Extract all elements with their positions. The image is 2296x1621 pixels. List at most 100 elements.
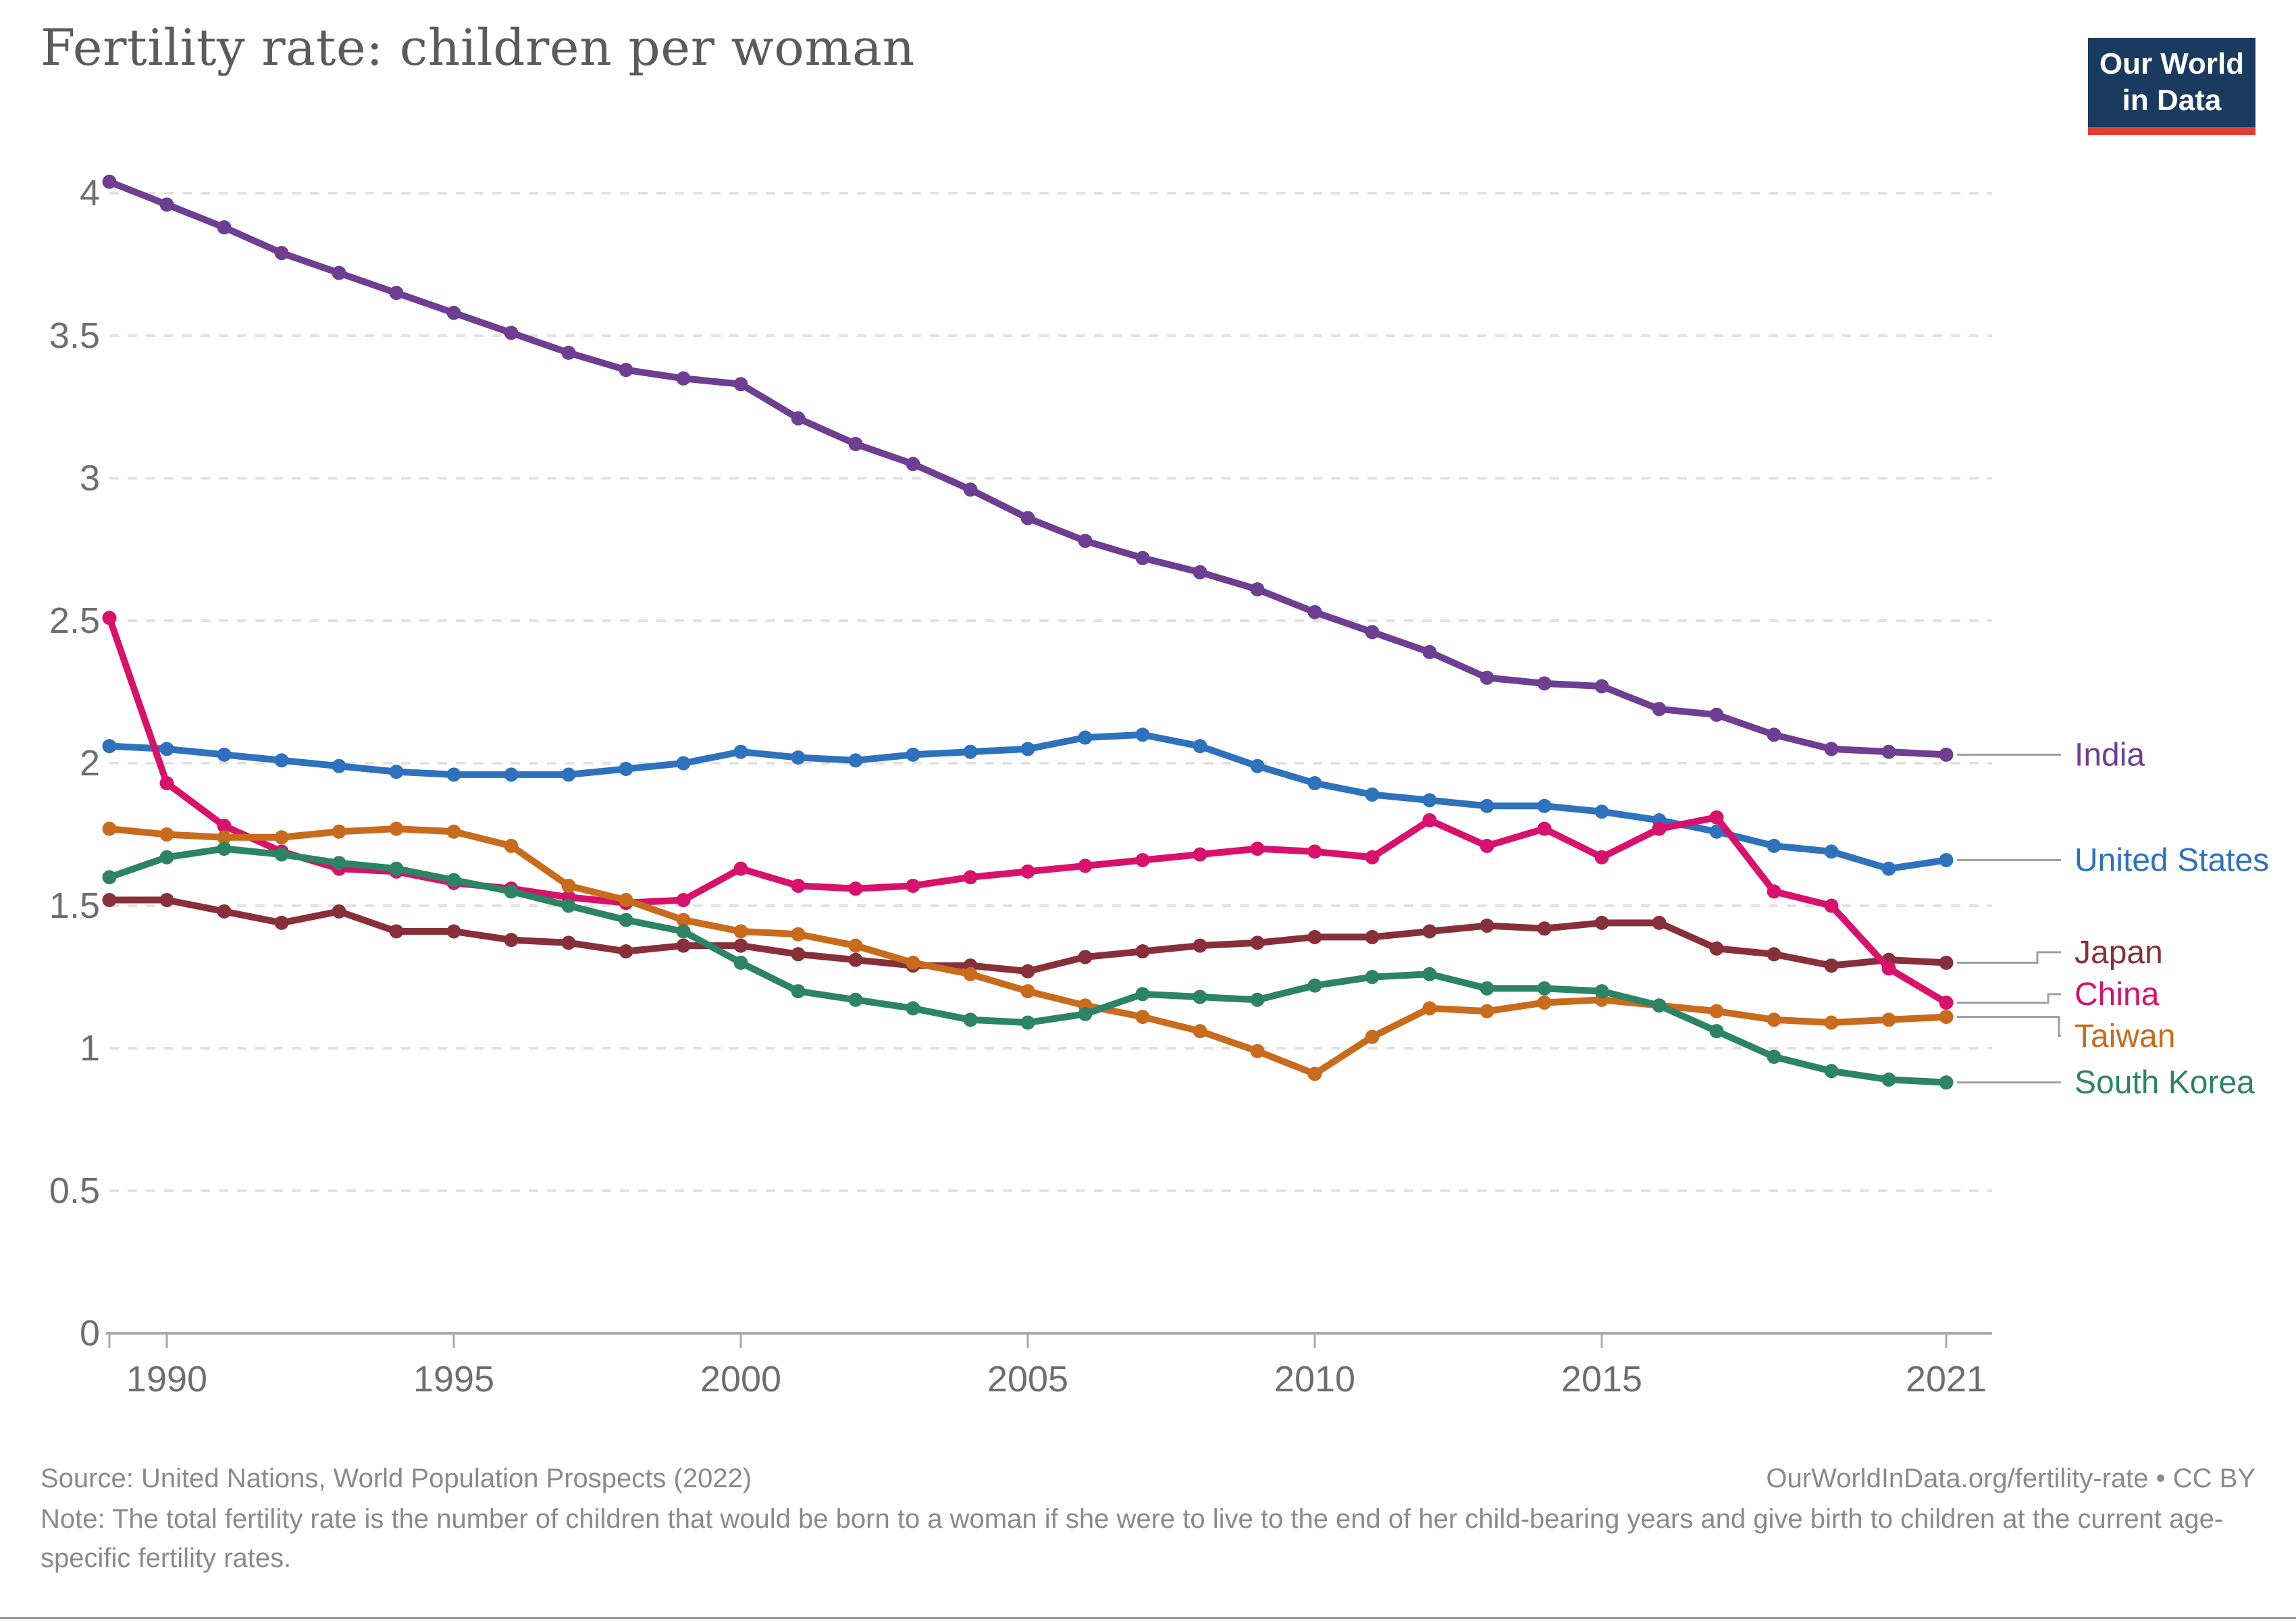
data-point-india-2021 [1939, 747, 1954, 762]
data-point-china-2021 [1939, 995, 1954, 1010]
x-tick-label-1995: 1995 [413, 1359, 494, 1399]
bottom-divider [0, 1617, 2296, 1619]
data-point-taiwan-2010 [1307, 1066, 1322, 1081]
legend-label-japan[interactable]: Japan [2075, 935, 2163, 971]
data-point-india-2004 [963, 482, 978, 497]
data-point-japan-1989 [102, 893, 117, 908]
x-tick-label-2000: 2000 [700, 1359, 781, 1399]
data-point-south-korea-2006 [1078, 1006, 1093, 1021]
data-point-taiwan-2007 [1135, 1010, 1150, 1025]
data-point-south-korea-1990 [159, 850, 174, 865]
data-point-south-korea-2003 [906, 1001, 920, 1016]
data-point-china-2018 [1767, 884, 1781, 899]
data-point-china-2008 [1193, 847, 1207, 862]
data-point-japan-2007 [1135, 944, 1150, 959]
data-point-south-korea-2021 [1939, 1075, 1954, 1090]
data-point-united-states-2005 [1020, 742, 1035, 756]
legend-label-taiwan[interactable]: Taiwan [2075, 1019, 2175, 1054]
data-point-taiwan-1990 [159, 827, 174, 842]
data-point-south-korea-1992 [274, 847, 289, 862]
data-point-japan-2010 [1307, 929, 1322, 944]
series-line-china[interactable] [106, 614, 1950, 1006]
data-point-china-2013 [1480, 838, 1494, 853]
data-point-united-states-2021 [1939, 852, 1954, 867]
legend-label-united-states[interactable]: United States [2075, 842, 2269, 878]
data-point-japan-1997 [561, 935, 576, 950]
data-point-japan-1999 [676, 938, 691, 953]
data-point-japan-2011 [1365, 929, 1380, 944]
data-point-china-2010 [1307, 844, 1322, 859]
data-point-india-2015 [1594, 679, 1609, 694]
y-tick-label-0: 0 [80, 1313, 100, 1354]
data-point-japan-2015 [1594, 915, 1609, 930]
x-tick-label-2005: 2005 [987, 1359, 1068, 1399]
data-point-japan-2008 [1193, 938, 1207, 953]
data-point-japan-1993 [332, 904, 346, 919]
data-point-india-2016 [1652, 702, 1667, 717]
data-point-taiwan-2009 [1250, 1044, 1265, 1058]
data-point-taiwan-1998 [619, 893, 633, 908]
data-point-india-2018 [1767, 727, 1781, 742]
data-point-china-2015 [1594, 850, 1609, 865]
data-point-south-korea-1995 [446, 873, 461, 887]
data-point-south-korea-2004 [963, 1012, 978, 1027]
data-point-united-states-1991 [217, 747, 232, 762]
data-point-taiwan-2002 [848, 938, 863, 953]
data-point-united-states-2009 [1250, 758, 1265, 773]
data-point-india-2002 [848, 436, 863, 451]
data-point-india-1993 [332, 265, 346, 280]
data-point-india-2012 [1422, 644, 1437, 659]
data-point-japan-1994 [389, 924, 404, 939]
data-point-united-states-2019 [1824, 844, 1839, 859]
data-point-china-1989 [102, 611, 117, 625]
data-point-taiwan-1992 [274, 830, 289, 845]
data-point-india-1990 [159, 197, 174, 212]
data-point-japan-2013 [1480, 919, 1494, 933]
data-point-japan-2019 [1824, 958, 1839, 973]
data-point-united-states-2010 [1307, 776, 1322, 791]
data-point-taiwan-2003 [906, 955, 920, 970]
legend-label-south-korea[interactable]: South Korea [2075, 1065, 2255, 1101]
data-point-india-2019 [1824, 742, 1839, 756]
series-line-japan[interactable] [106, 896, 1950, 975]
legend-label-china[interactable]: China [2075, 977, 2160, 1012]
data-point-japan-2016 [1652, 915, 1667, 930]
legend-label-india[interactable]: India [2075, 737, 2145, 773]
data-point-taiwan-2000 [733, 924, 748, 939]
data-point-united-states-2003 [906, 747, 920, 762]
owid-link[interactable]: OurWorldInData.org/fertility-rate • CC B… [1766, 1464, 2255, 1493]
data-point-japan-1996 [504, 933, 519, 948]
series-line-india[interactable] [106, 178, 1950, 758]
data-point-taiwan-2004 [963, 967, 978, 981]
data-point-japan-1990 [159, 893, 174, 908]
data-point-taiwan-1991 [217, 830, 232, 845]
data-point-united-states-2007 [1135, 727, 1150, 742]
data-point-south-korea-1993 [332, 856, 346, 871]
owid-logo[interactable]: Our World in Data [2088, 38, 2255, 135]
data-point-taiwan-1997 [561, 878, 576, 893]
chart-footer: Source: United Nations, World Population… [41, 1459, 2255, 1578]
data-point-south-korea-2005 [1020, 1015, 1035, 1030]
page-title: Fertility rate: children per woman [41, 19, 915, 77]
data-point-south-korea-2017 [1709, 1024, 1724, 1039]
data-point-india-2011 [1365, 625, 1380, 640]
data-point-china-2007 [1135, 852, 1150, 867]
y-tick-label-2: 2 [80, 743, 100, 783]
data-point-india-1989 [102, 174, 117, 189]
data-point-china-2006 [1078, 858, 1093, 873]
data-point-japan-1992 [274, 915, 289, 930]
data-point-japan-2018 [1767, 947, 1781, 962]
data-point-china-1999 [676, 893, 691, 908]
data-point-china-2020 [1881, 961, 1896, 976]
y-tick-label-1: 1 [80, 1028, 100, 1069]
data-point-japan-2014 [1537, 921, 1552, 936]
data-point-japan-2002 [848, 952, 863, 967]
data-point-south-korea-2008 [1193, 989, 1207, 1004]
data-point-south-korea-2015 [1594, 984, 1609, 999]
x-tick-label-2010: 2010 [1274, 1359, 1355, 1399]
data-point-united-states-1996 [504, 767, 519, 782]
data-point-south-korea-2019 [1824, 1064, 1839, 1079]
data-point-japan-2000 [733, 938, 748, 953]
source-text: Source: United Nations, World Population… [41, 1464, 752, 1493]
data-point-china-2017 [1709, 810, 1724, 825]
